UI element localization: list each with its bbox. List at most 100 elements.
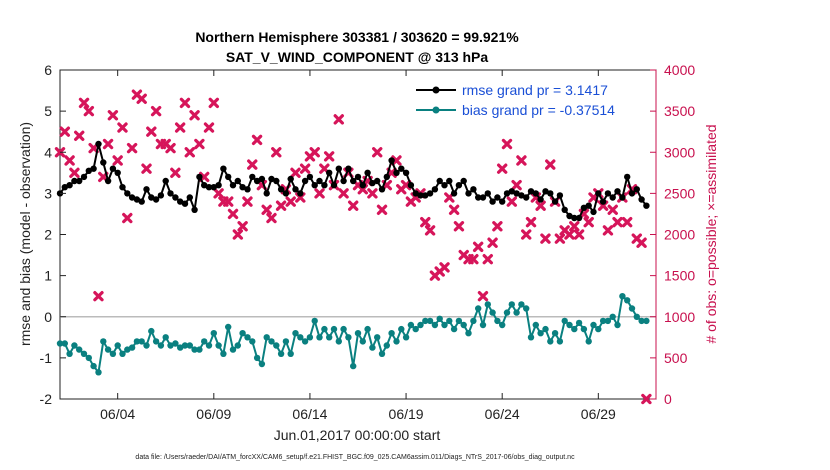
rmse-point-61	[350, 177, 357, 185]
assimilated-obs-marker-23	[165, 142, 176, 154]
assimilated-obs-marker-70	[391, 155, 402, 166]
y-axis-right-label: # of obs: o=possible; ×=assimilated	[703, 124, 719, 343]
bias-point-52	[306, 334, 314, 341]
assimilated-obs-marker-115	[607, 204, 618, 216]
bias-point-56	[326, 334, 333, 341]
rmse-point-116	[614, 188, 621, 195]
y-right-tick-label-8: 4000	[664, 62, 695, 78]
rmse-point-23	[167, 190, 174, 197]
bias-point-8	[95, 369, 102, 376]
rmse-point-71	[398, 165, 405, 172]
bias-point-62	[354, 330, 362, 337]
assimilated-obs-marker-91	[492, 221, 503, 232]
rmse-point-100	[537, 196, 544, 203]
bias-point-38	[239, 330, 246, 337]
rmse-point-66	[374, 177, 381, 185]
assimilated-obs-marker-122	[641, 393, 652, 405]
assimilated-obs-marker-37	[232, 229, 244, 240]
assimilated-obs-marker-87	[472, 241, 484, 253]
bias-point-0	[56, 340, 64, 347]
legend-rmse-marker	[432, 86, 440, 94]
assimilated-obs-marker-86	[468, 253, 479, 265]
assimilated-obs-marker-121	[636, 237, 647, 248]
y-right-tick-label-2: 1000	[664, 309, 695, 325]
assimilated-obs-marker-88	[477, 290, 489, 302]
rmse-point-4	[76, 177, 83, 185]
data-file-footnote: data file: /Users/raeder/DAI/ATM_forcXX/…	[135, 454, 575, 461]
bias-point-15	[128, 344, 136, 351]
bias-point-115	[609, 313, 616, 320]
assimilated-obs-marker-11	[107, 110, 119, 121]
assimilated-obs-marker-46	[275, 200, 287, 211]
y-right-tick-label-3: 1500	[664, 268, 695, 284]
assimilated-obs-marker-45	[271, 147, 282, 158]
assimilated-obs-marker-61	[347, 200, 359, 211]
bias-point-114	[604, 317, 612, 325]
bias-point-93	[503, 309, 511, 316]
bias-point-36	[229, 346, 237, 353]
bias-point-118	[624, 297, 631, 304]
bias-point-22	[162, 334, 169, 341]
bias-point-106	[566, 321, 573, 329]
bias-point-72	[402, 334, 410, 341]
y-left-tick-label-4: 2	[44, 227, 52, 243]
rmse-point-32	[210, 184, 217, 191]
bias-point-63	[359, 338, 366, 345]
rmse-point-48	[287, 175, 294, 183]
assimilated-obs-marker-53	[309, 147, 320, 158]
assimilated-obs-marker-39	[242, 196, 253, 207]
bias-point-104	[556, 338, 564, 345]
rmse-point-40	[249, 173, 256, 181]
bias-point-48	[287, 350, 294, 357]
assimilated-obs-marker-43	[261, 204, 272, 216]
assimilated-obs-marker-97	[521, 229, 532, 240]
bias-point-31	[205, 342, 213, 349]
rmse-point-101	[542, 188, 549, 195]
assimilated-obs-marker-1	[59, 126, 71, 137]
x-tick-label-4: 06/24	[485, 406, 520, 422]
bias-point-94	[508, 301, 515, 308]
rmse-point-67	[378, 186, 386, 193]
rmse-point-98	[527, 188, 535, 195]
rmse-point-112	[595, 190, 602, 197]
bias-point-45	[273, 342, 280, 349]
bias-point-70	[393, 338, 400, 345]
bias-point-6	[85, 354, 93, 362]
assimilated-obs-marker-3	[69, 167, 80, 179]
legend-rmse-label: rmse grand pr = 3.1417	[462, 82, 608, 98]
y-right-tick-label-4: 2000	[664, 227, 695, 243]
bias-point-18	[143, 342, 150, 349]
bias-point-59	[340, 325, 347, 333]
rmse-point-95	[513, 190, 520, 197]
assimilated-obs-marker-25	[174, 122, 186, 133]
bias-point-44	[268, 338, 275, 345]
chart-title-line2: SAT_V_WIND_COMPONENT @ 313 hPa	[226, 49, 489, 65]
assimilated-obs-marker-96	[516, 155, 527, 166]
rmse-point-91	[494, 194, 501, 201]
bias-point-83	[455, 317, 463, 325]
rmse-point-52	[306, 173, 314, 181]
assimilated-obs-marker-80	[439, 262, 450, 273]
rmse-point-54	[316, 177, 323, 185]
bias-point-58	[335, 338, 342, 345]
bias-point-26	[181, 342, 189, 349]
bias-point-37	[234, 342, 241, 349]
assimilated-obs-marker-76	[420, 216, 431, 228]
y-right-tick-label-1: 500	[664, 350, 688, 366]
bias-point-74	[412, 325, 419, 333]
bias-point-113	[599, 317, 607, 325]
rmse-point-93	[503, 190, 511, 197]
rmse-point-42	[258, 175, 266, 183]
assimilated-obs-marker-65	[367, 188, 378, 199]
rmse-point-9	[100, 159, 107, 166]
x-tick-label-2: 06/14	[292, 406, 327, 422]
rmse-point-15	[128, 194, 136, 201]
assimilated-obs-marker-14	[122, 212, 133, 224]
assimilated-obs-marker-40	[247, 159, 258, 170]
rmse-point-63	[359, 182, 366, 189]
rmse-point-82	[450, 190, 458, 197]
rmse-point-88	[479, 194, 487, 201]
bias-point-103	[551, 330, 559, 337]
